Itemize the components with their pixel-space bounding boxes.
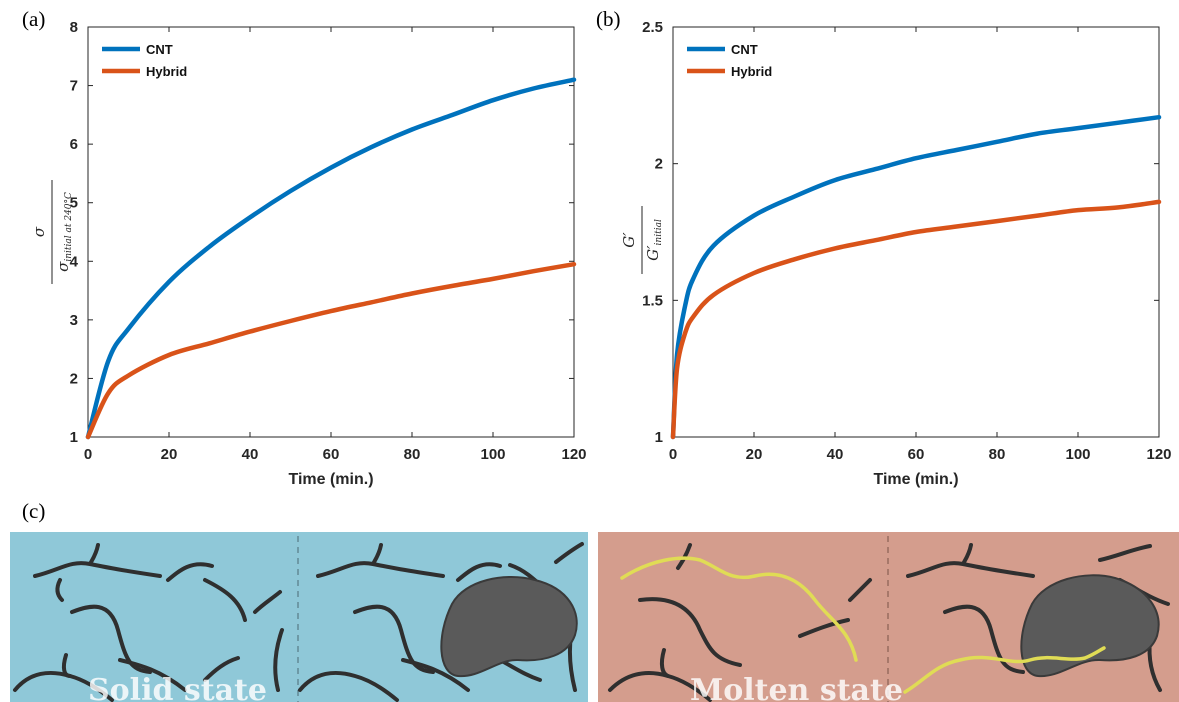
fiber xyxy=(253,590,282,614)
y-label-numerator-b: G′ xyxy=(620,232,638,248)
molten-fibers-left xyxy=(608,543,872,702)
fiber xyxy=(203,656,240,682)
y-tick-label: 6 xyxy=(70,136,78,153)
fiber xyxy=(166,562,214,582)
y-tick-label: 2 xyxy=(70,370,78,387)
panel-label-c: (c) xyxy=(22,499,45,523)
fiber xyxy=(273,628,284,692)
x-axis-label-b: Time (min.) xyxy=(873,471,958,488)
y-axis-label-b: G′ G′initial xyxy=(620,206,664,274)
y-tick-label: 1 xyxy=(655,429,663,446)
chart-a: (a) 0 20 40 60 80 100 120 1 2 3 4 5 6 7 8 Time (min.)… xyxy=(22,7,587,488)
fiber xyxy=(943,604,1025,674)
legend-label: CNT xyxy=(731,42,758,57)
series-line-hybrid xyxy=(670,199,1162,440)
x-tick-label: 60 xyxy=(323,446,340,463)
series-line-hybrid xyxy=(85,261,577,440)
legend-label: CNT xyxy=(146,42,173,57)
panel-label-b: (b) xyxy=(596,7,621,31)
solid-state-panel: Solid state xyxy=(10,532,588,702)
solid-state-label: Solid state xyxy=(88,673,267,702)
fiber xyxy=(1098,544,1152,562)
series-group-a xyxy=(85,77,577,440)
y-label-numerator-a: σ xyxy=(30,226,48,237)
fiber xyxy=(554,542,584,564)
x-tick-label: 40 xyxy=(827,446,844,463)
x-ticks-b: 0 20 40 60 80 100 120 xyxy=(669,27,1172,463)
x-ticks-a: 0 20 40 60 80 100 120 xyxy=(84,27,587,463)
fiber xyxy=(55,578,64,602)
illustration-c: (c) xyxy=(10,499,1179,702)
molten-state-label: Molten state xyxy=(690,673,903,702)
chart-b: (b) 0 20 40 60 80 100 120 1 1.5 2 2.5 Time (min.)… xyxy=(596,7,1172,488)
legend-b: CNT Hybrid xyxy=(687,42,772,79)
fiber xyxy=(88,543,100,566)
y-label-denominator-b: G′initial xyxy=(644,219,664,261)
conductive-path xyxy=(903,646,1106,694)
fiber xyxy=(298,670,399,702)
x-tick-label: 20 xyxy=(746,446,763,463)
conductive-path xyxy=(620,556,858,662)
panel-label-a: (a) xyxy=(22,7,45,31)
fiber xyxy=(118,658,187,692)
fiber xyxy=(659,648,670,678)
x-tick-label: 20 xyxy=(161,446,178,463)
molten-state-panel: Molten state xyxy=(598,532,1179,702)
y-ticks-a: 1 2 3 4 5 6 7 8 xyxy=(70,19,574,446)
filler-particle xyxy=(440,576,578,678)
x-tick-label: 100 xyxy=(480,446,505,463)
x-axis-label-a: Time (min.) xyxy=(288,471,373,488)
x-tick-label: 80 xyxy=(989,446,1006,463)
y-axis-label-a: σ σinitial at 240°C xyxy=(30,180,74,284)
y-tick-label: 2.5 xyxy=(642,19,663,36)
y-tick-label: 5 xyxy=(70,195,78,212)
y-tick-label: 2 xyxy=(655,156,663,173)
fiber xyxy=(961,543,973,566)
x-tick-label: 80 xyxy=(404,446,421,463)
filler-particle xyxy=(1020,574,1160,678)
fiber xyxy=(401,658,470,692)
legend-label: Hybrid xyxy=(146,64,187,79)
fiber xyxy=(70,604,152,674)
x-tick-label: 0 xyxy=(84,446,92,463)
x-tick-label: 120 xyxy=(561,446,586,463)
fiber xyxy=(203,578,247,622)
x-tick-label: 40 xyxy=(242,446,259,463)
fiber xyxy=(61,653,72,678)
x-tick-label: 60 xyxy=(908,446,925,463)
series-group-b xyxy=(670,114,1162,440)
y-tick-label: 1 xyxy=(70,429,78,446)
legend-label: Hybrid xyxy=(731,64,772,79)
molten-fibers-right xyxy=(903,543,1170,694)
series-line-cnt xyxy=(85,77,577,440)
fiber xyxy=(798,618,850,638)
y-tick-label: 3 xyxy=(70,312,78,329)
x-tick-label: 0 xyxy=(669,446,677,463)
y-tick-label: 4 xyxy=(70,253,79,270)
fiber xyxy=(371,543,383,566)
y-ticks-b: 1 1.5 2 2.5 xyxy=(642,19,1159,446)
x-tick-label: 120 xyxy=(1146,446,1171,463)
plot-area-a xyxy=(87,26,575,438)
y-tick-label: 1.5 xyxy=(642,292,663,309)
fiber xyxy=(353,604,435,674)
series-line-cnt xyxy=(670,114,1162,440)
solid-fibers-left xyxy=(13,543,284,702)
solid-fibers-right xyxy=(298,542,584,702)
x-tick-label: 100 xyxy=(1065,446,1090,463)
fiber xyxy=(848,578,872,602)
y-tick-label: 7 xyxy=(70,78,78,95)
y-label-denominator-a: σinitial at 240°C xyxy=(54,192,74,272)
y-tick-label: 8 xyxy=(70,19,78,36)
fiber xyxy=(638,597,742,667)
legend-a: CNT Hybrid xyxy=(102,42,187,79)
fiber xyxy=(456,562,502,582)
